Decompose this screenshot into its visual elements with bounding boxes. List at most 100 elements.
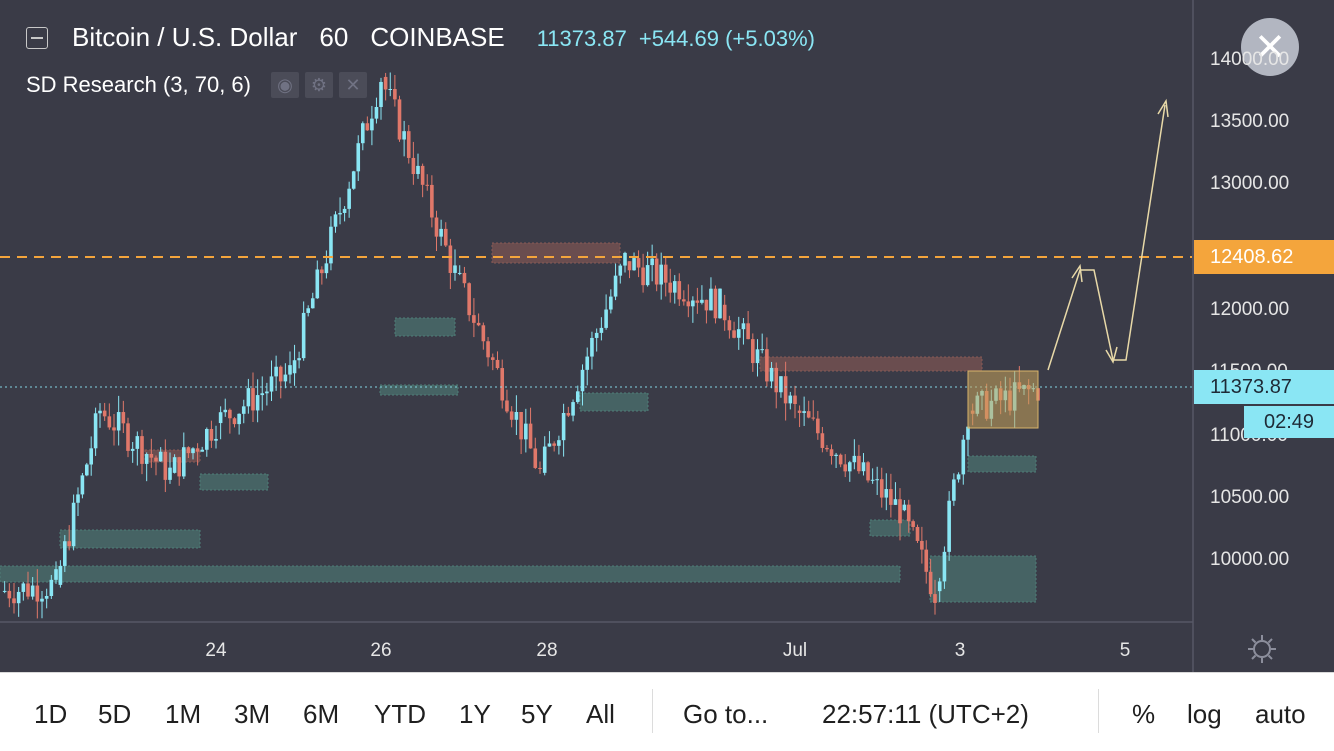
gear-icon[interactable]: ⚙ <box>304 72 333 98</box>
candle-body[interactable] <box>552 443 556 446</box>
candle-body[interactable] <box>751 339 755 364</box>
candle-body[interactable] <box>618 265 623 276</box>
candle-body[interactable] <box>788 395 793 404</box>
candle-body[interactable] <box>500 368 505 401</box>
candle-body[interactable] <box>557 440 561 446</box>
candle-body[interactable] <box>769 367 774 382</box>
candle-body[interactable] <box>158 451 163 462</box>
candle-body[interactable] <box>920 540 924 550</box>
candle-body[interactable] <box>604 309 608 328</box>
candle-body[interactable] <box>486 341 490 358</box>
candle-body[interactable] <box>928 571 933 595</box>
candle-body[interactable] <box>575 391 580 403</box>
candle-body[interactable] <box>893 499 898 505</box>
candle-body[interactable] <box>186 447 191 454</box>
candle-body[interactable] <box>641 267 645 286</box>
candle-body[interactable] <box>365 123 370 131</box>
candle-body[interactable] <box>379 81 383 108</box>
candle-body[interactable] <box>338 212 342 215</box>
indicator-label[interactable]: SD Research (3, 70, 6) <box>26 72 251 97</box>
candle-body[interactable] <box>924 549 929 572</box>
range-1m[interactable]: 1M <box>165 699 202 729</box>
candle-body[interactable] <box>623 252 627 266</box>
candle-body[interactable] <box>898 499 902 524</box>
candle-body[interactable] <box>351 171 356 189</box>
candle-body[interactable] <box>12 598 16 604</box>
candle-body[interactable] <box>524 423 528 440</box>
candle-body[interactable] <box>306 308 310 313</box>
close-chart-button[interactable]: ✕ <box>1241 18 1299 76</box>
candle-body[interactable] <box>857 455 861 472</box>
range-5d[interactable]: 5D <box>98 699 132 729</box>
candle-body[interactable] <box>71 502 76 547</box>
candle-body[interactable] <box>205 428 209 450</box>
candle-body[interactable] <box>116 412 121 431</box>
candle-body[interactable] <box>439 228 443 237</box>
candle-body[interactable] <box>49 579 54 596</box>
candle-body[interactable] <box>481 325 486 342</box>
candle-body[interactable] <box>411 157 416 175</box>
candle-body[interactable] <box>966 426 970 440</box>
candle-body[interactable] <box>223 409 228 413</box>
candle-body[interactable] <box>241 406 246 414</box>
candle-body[interactable] <box>76 494 80 503</box>
candle-body[interactable] <box>668 282 673 293</box>
candle-body[interactable] <box>709 288 713 311</box>
candle-body[interactable] <box>237 413 241 425</box>
candle-body[interactable] <box>806 411 811 418</box>
candle-body[interactable] <box>149 454 154 458</box>
candle-body[interactable] <box>388 89 393 91</box>
candle-body[interactable] <box>659 264 663 285</box>
candle-body[interactable] <box>816 418 820 434</box>
candle-body[interactable] <box>677 281 682 300</box>
candle-body[interactable] <box>126 423 130 451</box>
candle-body[interactable] <box>686 301 691 307</box>
candle-body[interactable] <box>879 479 884 498</box>
candle-body[interactable] <box>347 188 351 209</box>
candle-body[interactable] <box>580 369 585 392</box>
candle-body[interactable] <box>457 272 462 274</box>
candle-body[interactable] <box>870 479 875 481</box>
candle-body[interactable] <box>274 366 278 377</box>
candle-body[interactable] <box>797 410 802 413</box>
candle-body[interactable] <box>704 299 709 311</box>
candle-body[interactable] <box>861 462 866 472</box>
candle-body[interactable] <box>902 504 907 511</box>
candle-body[interactable] <box>232 418 237 425</box>
candle-body[interactable] <box>406 131 411 158</box>
candle-body[interactable] <box>645 265 650 286</box>
candle-body[interactable] <box>915 526 920 541</box>
candle-body[interactable] <box>718 288 722 319</box>
candle-body[interactable] <box>251 388 255 411</box>
candle-body[interactable] <box>35 585 40 602</box>
candle-body[interactable] <box>107 416 112 428</box>
candle-body[interactable] <box>732 330 736 338</box>
candle-body[interactable] <box>260 393 265 396</box>
candle-body[interactable] <box>695 300 700 303</box>
settings-icon[interactable] <box>1247 634 1277 664</box>
candle-body[interactable] <box>182 447 186 477</box>
candle-body[interactable] <box>154 457 158 462</box>
candle-body[interactable] <box>727 320 732 331</box>
candle-body[interactable] <box>933 594 937 603</box>
candle-body[interactable] <box>889 489 893 505</box>
percent-toggle[interactable]: % <box>1132 699 1156 729</box>
candle-body[interactable] <box>713 288 718 319</box>
candle-body[interactable] <box>130 448 135 451</box>
candle-body[interactable] <box>613 275 618 297</box>
candle-body[interactable] <box>514 411 519 420</box>
range-6m[interactable]: 6M <box>303 699 340 729</box>
candle-body[interactable] <box>490 357 495 360</box>
candle-body[interactable] <box>140 436 144 464</box>
range-1y[interactable]: 1Y <box>459 699 491 729</box>
candle-body[interactable] <box>85 464 89 476</box>
candle-body[interactable] <box>265 391 269 394</box>
candle-body[interactable] <box>755 349 760 364</box>
candle-body[interactable] <box>736 329 741 338</box>
candle-body[interactable] <box>425 184 430 186</box>
candle-body[interactable] <box>283 374 288 382</box>
candle-body[interactable] <box>402 131 406 140</box>
candle-body[interactable] <box>200 449 204 452</box>
candle-body[interactable] <box>682 299 686 302</box>
candle-body[interactable] <box>63 541 67 566</box>
